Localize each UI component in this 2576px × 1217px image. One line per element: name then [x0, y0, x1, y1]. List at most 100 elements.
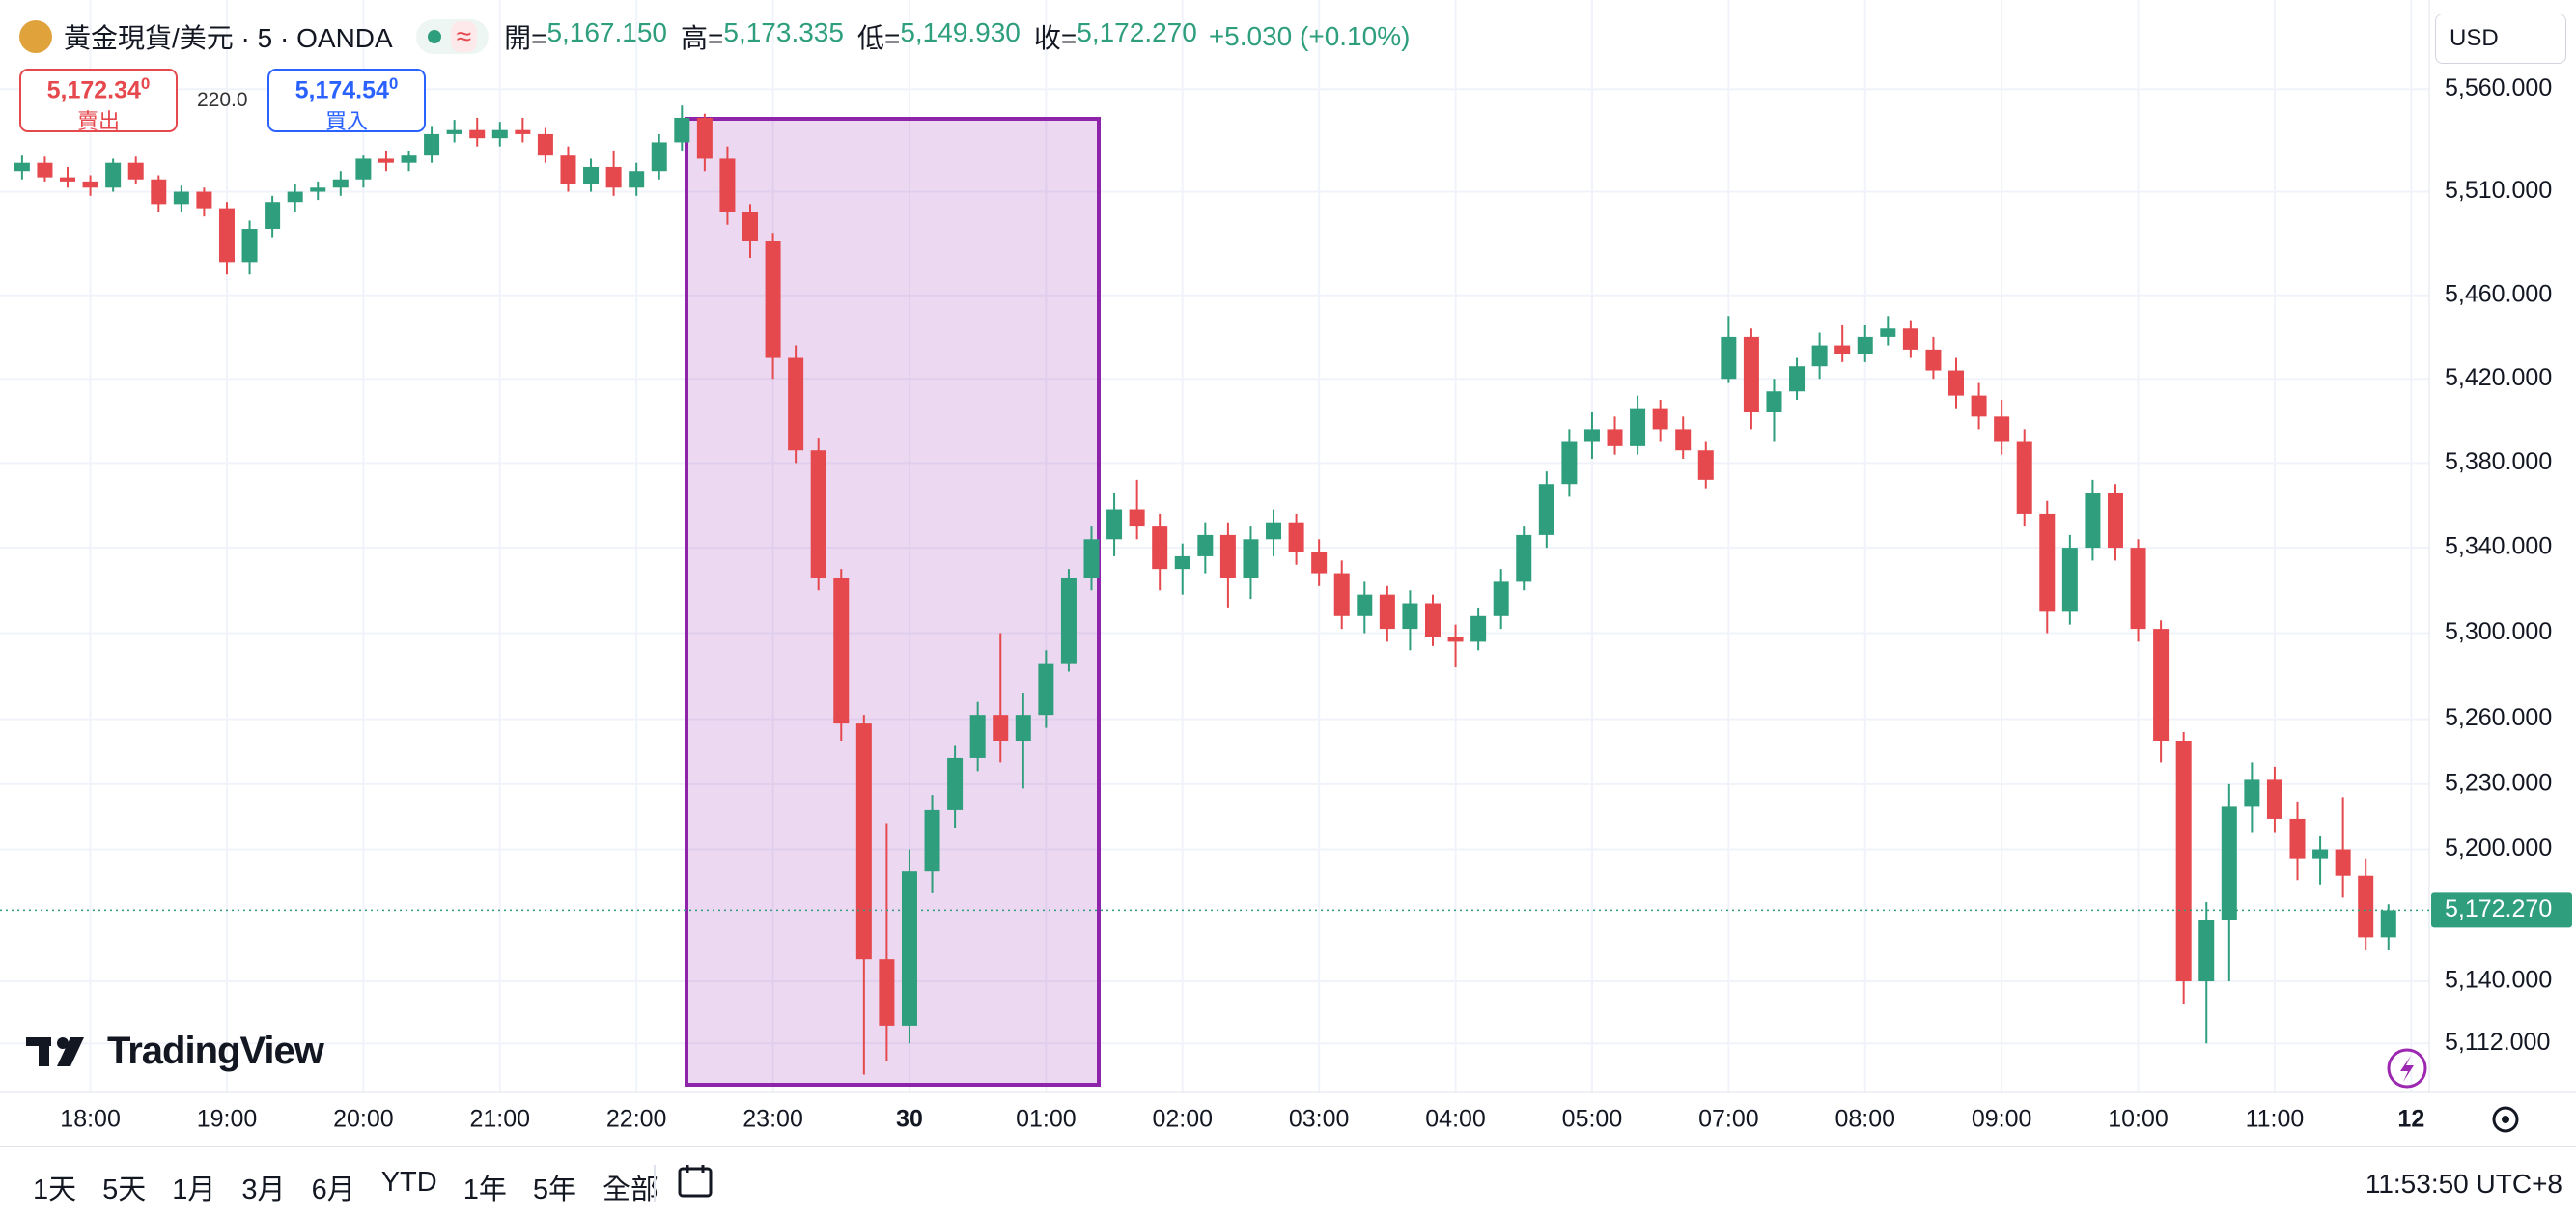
ohlc-value: 5,167.150 [546, 17, 668, 47]
candle-body [1493, 581, 1509, 616]
candle-body [765, 241, 781, 358]
ohlc-value: 5,172.270 [1077, 17, 1197, 47]
candle-body [2221, 806, 2237, 920]
x-tick-label: 04:00 [1425, 1106, 1486, 1133]
range-button[interactable]: 6月 [311, 1175, 355, 1205]
candle-body [1219, 534, 1236, 578]
range-buttons: 1天 5天 1月 3月 6月 YTD 1年 5年 全部 [33, 1167, 685, 1207]
symbol[interactable]: 黃金現貨/美元 · 5 · OANDA [64, 23, 393, 53]
candle-body [2061, 548, 2078, 612]
range-button[interactable]: 1年 [462, 1175, 507, 1205]
ohlc-label: 開= [504, 23, 547, 53]
x-tick-label: 20:00 [333, 1106, 394, 1133]
x-tick-label: 19:00 [197, 1106, 258, 1133]
alert-icon[interactable] [2387, 1048, 2427, 1089]
range-button[interactable]: 1天 [33, 1175, 77, 1205]
icon-part [678, 1167, 713, 1198]
clock: 11:53:50 UTC+8 [2365, 1169, 2562, 1199]
y-tick-label: 5,140.000 [2445, 967, 2552, 994]
candle-body [105, 162, 122, 188]
candle-body [151, 179, 167, 205]
x-tick-label: 01:00 [1016, 1106, 1077, 1133]
buy-suffix: 0 [388, 74, 399, 93]
buy-button[interactable]: 5,174.540 買入 [267, 69, 426, 134]
y-tick-label: 5,460.000 [2445, 280, 2552, 307]
candle-body [2312, 849, 2329, 859]
x-tick-label: 11:00 [2246, 1106, 2305, 1133]
range-button[interactable]: 5年 [532, 1175, 576, 1205]
buy-label: 買入 [324, 109, 368, 134]
range-button[interactable]: 3月 [241, 1175, 286, 1205]
y-tick-label: 5,230.000 [2445, 770, 2552, 797]
candle-body [1379, 594, 1395, 630]
candle-body [629, 171, 645, 188]
candle-body [1561, 441, 1578, 485]
change: +5.030 (+0.10%) [1208, 21, 1411, 51]
candle-body [993, 715, 1009, 742]
y-tick-label: 5,380.000 [2445, 448, 2552, 475]
candle-body [218, 208, 235, 263]
candle-body [788, 357, 804, 451]
y-tick-label: 5,300.000 [2445, 618, 2552, 645]
status-pill[interactable]: ≈ [415, 19, 490, 54]
y-tick-label: 5,260.000 [2445, 704, 2552, 731]
candle-body [1971, 395, 1987, 417]
status-icon: ≈ [450, 21, 478, 52]
candle-body [60, 177, 76, 182]
candle-body [1060, 577, 1077, 664]
candle-body [2153, 629, 2170, 742]
ohlc-label: 高= [681, 23, 724, 53]
ohlc-value: 5,149.930 [900, 17, 1021, 47]
candle-body [265, 202, 281, 230]
candle-body [1538, 484, 1554, 535]
date-range-icon[interactable] [676, 1163, 718, 1202]
candle-body [332, 179, 349, 188]
candles [14, 105, 2396, 1075]
candle-body [1857, 336, 1873, 354]
candle-body [1948, 370, 1965, 396]
settings-icon[interactable] [2492, 1106, 2519, 1133]
logo-part [39, 1036, 49, 1066]
x-tick-label: 12 [2397, 1106, 2424, 1133]
candle-body [355, 158, 372, 180]
range-button[interactable]: 全部 [602, 1175, 658, 1205]
candle-body [537, 133, 553, 156]
last-price-tag [2431, 892, 2572, 928]
candle-body [1880, 328, 1896, 337]
candle-body [1811, 345, 1828, 367]
candle-body [2016, 441, 2032, 514]
spread: 220.0 [197, 89, 248, 111]
candle-body [1152, 526, 1168, 570]
candle-body [1743, 336, 1759, 412]
y-tick-label: 5,200.000 [2445, 835, 2552, 862]
currency-select[interactable]: USD [2435, 14, 2566, 64]
range-button[interactable]: 1月 [172, 1175, 216, 1205]
range-button[interactable]: 5天 [102, 1175, 147, 1205]
bottom-toolbar: 1天 5天 1月 3月 6月 YTD 1年 5年 全部 11:53:50 UTC+8 [0, 1146, 2576, 1217]
candle-body [446, 129, 462, 134]
candle-body [1424, 603, 1441, 637]
candle-body [491, 129, 508, 139]
candle-body [833, 577, 850, 724]
candle-body [969, 715, 986, 758]
candle-body [1015, 715, 1031, 742]
candle-body [2130, 548, 2146, 630]
candle-body [742, 212, 759, 241]
candle-body [1243, 539, 1259, 578]
sell-label: 賣出 [76, 109, 120, 134]
range-button[interactable]: YTD [380, 1167, 437, 1198]
last-price-label: 5,172.270 [2445, 895, 2552, 922]
x-tick-label: 07:00 [1698, 1106, 1759, 1133]
watermark-logo [26, 1036, 84, 1066]
ohlc-label: 低= [856, 23, 901, 53]
y-tick-label: 5,510.000 [2445, 177, 2552, 204]
sell-button[interactable]: 5,172.340 賣出 [19, 69, 178, 134]
ohlc: 開= 5,167.150 高= 5,173.335 低= 5,149.930 收= 5,172… [504, 17, 1197, 56]
candle-body [1266, 522, 1282, 540]
axes: 5,112.000 5,140.000 5,200.000 5,230.000 5,26… [0, 0, 2576, 1133]
alert-bolt [2400, 1056, 2414, 1082]
candle-body [1834, 345, 1851, 354]
x-tick-label: 08:00 [1834, 1106, 1895, 1133]
